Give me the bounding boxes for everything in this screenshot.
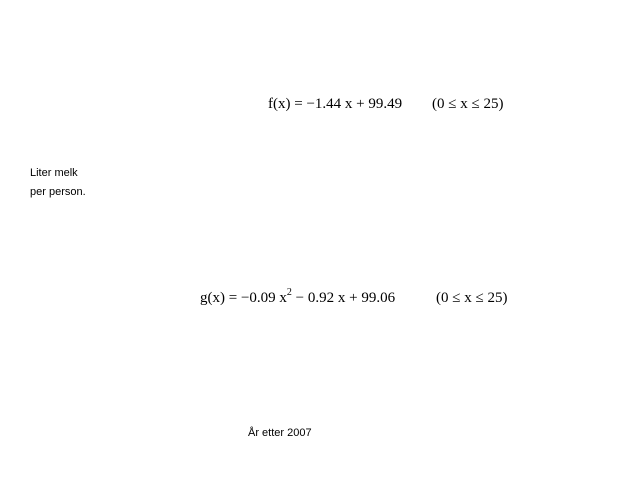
f-equation: f(x) = −1.44 x + 99.49 (0 ≤ x ≤ 25) — [268, 96, 503, 112]
g-formula: g(x) = −0.09 x — [200, 290, 287, 306]
g-domain: (0 ≤ x ≤ 25) — [436, 290, 507, 306]
g-equation: g(x) = −0.09 x2 − 0.92 x + 99.06 (0 ≤ x ≤… — [200, 287, 507, 306]
x-label: År etter 2007 — [248, 426, 312, 439]
g-exponent: 2 — [287, 287, 292, 298]
y-label: Liter melk — [30, 167, 78, 179]
g-formula-rest: − 0.92 x + 99.06 — [292, 290, 396, 306]
y-label: per person. — [30, 186, 86, 198]
f-domain: (0 ≤ x ≤ 25) — [432, 96, 503, 112]
f-formula: f(x) = −1.44 x + 99.49 — [268, 96, 402, 112]
